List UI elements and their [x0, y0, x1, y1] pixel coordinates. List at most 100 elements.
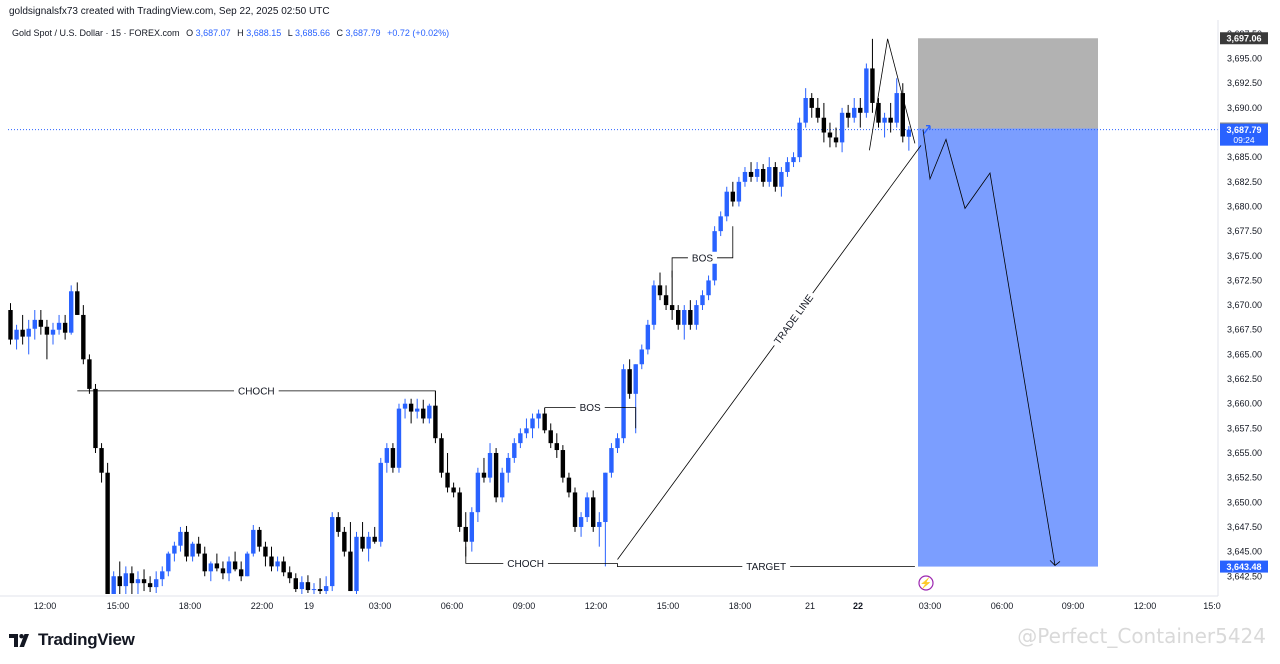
candle	[178, 526, 183, 552]
price-tick-label: 3,675.00	[1227, 251, 1262, 261]
candle	[330, 512, 335, 592]
price-chart[interactable]: CHOCH CHOCH BOS BOS TARGET TRADE LINE ⚡ …	[0, 20, 1280, 616]
candle	[427, 403, 432, 424]
candle-body	[281, 561, 286, 573]
candle-body	[117, 576, 122, 587]
candle	[882, 112, 887, 138]
tradingview-logo[interactable]: TradingView	[9, 630, 135, 650]
price-tick-label: 3,665.00	[1227, 349, 1262, 359]
svg-text:Gold Spot / U.S. Dollar · 15 ·: Gold Spot / U.S. Dollar · 15 · FOREX.com…	[12, 28, 449, 38]
candle-body	[293, 578, 298, 590]
stop-price-badge: 3,697.06	[1220, 32, 1268, 45]
candle	[402, 398, 408, 419]
candle	[202, 546, 207, 577]
candle-body	[767, 167, 772, 182]
candle	[748, 162, 754, 182]
candle-body	[639, 349, 644, 365]
candle-body	[518, 433, 523, 444]
candle-body	[603, 472, 608, 523]
candle	[311, 583, 317, 594]
candle-body	[475, 472, 481, 513]
candle-body	[457, 492, 462, 527]
projection-path	[922, 129, 1056, 566]
candle	[226, 556, 232, 582]
time-tick-label: 12:00	[34, 601, 57, 611]
candle	[870, 38, 875, 113]
candle-body	[803, 98, 808, 123]
candle	[87, 354, 92, 394]
candle-body	[773, 167, 778, 187]
candle-body	[129, 573, 135, 584]
candle-body	[87, 359, 92, 389]
candle-body	[184, 531, 189, 557]
candle	[20, 314, 25, 345]
candle-body	[44, 326, 50, 335]
candle-body	[499, 472, 505, 498]
legend-open-value: 3,687.07	[196, 28, 231, 38]
candle-body	[864, 68, 869, 113]
candle	[56, 314, 62, 335]
tradingview-logo-icon	[9, 633, 33, 647]
lightning-icon[interactable]	[918, 575, 934, 591]
candle-body	[190, 543, 195, 557]
candle	[263, 541, 268, 567]
candle-body	[754, 169, 760, 177]
candle	[366, 531, 371, 562]
candle	[657, 272, 663, 301]
plot-area[interactable]: CHOCH CHOCH BOS BOS TARGET TRADE LINE ⚡	[8, 38, 1218, 594]
trade-line	[617, 145, 922, 560]
time-axis[interactable]: 12:00 15:00 18:00 22:00 19 03:00 06:00 09:00 12:…	[0, 595, 1221, 611]
time-tick-label: 03:00	[919, 601, 942, 611]
price-tick-label: 3,645.00	[1227, 547, 1262, 557]
annotations	[77, 38, 1061, 567]
candle-body	[305, 582, 311, 591]
candle	[730, 181, 736, 207]
candle-body	[147, 583, 153, 588]
time-tick-label: 21	[805, 601, 815, 611]
candle-body	[736, 181, 742, 202]
candle-body	[439, 438, 444, 473]
candle-body	[360, 536, 365, 549]
lightning-glyph: ⚡	[920, 577, 932, 590]
candle	[888, 102, 893, 133]
candle-body	[275, 561, 280, 567]
time-axis-ticks: 12:00 15:00 18:00 22:00 19 03:00 06:00 09:00 12:…	[34, 601, 1221, 611]
candle	[457, 487, 462, 532]
candle	[821, 102, 827, 143]
candle	[578, 512, 584, 537]
candle-body	[621, 369, 626, 439]
candle	[172, 541, 177, 562]
candle-body	[724, 191, 729, 217]
candle	[700, 290, 705, 311]
current-price-badge-text: 3,687.79	[1226, 125, 1261, 135]
price-tick-label: 3,667.50	[1227, 325, 1262, 335]
candle	[390, 443, 396, 473]
candle	[342, 526, 347, 557]
price-tick-label: 3,680.00	[1227, 201, 1262, 211]
candle	[572, 487, 578, 532]
target-line	[617, 563, 915, 567]
candle-body	[894, 93, 899, 123]
price-tick-label: 3,662.50	[1227, 374, 1262, 384]
candle	[688, 300, 693, 330]
candle-body	[487, 452, 493, 478]
candle	[864, 63, 869, 118]
candle	[281, 556, 286, 577]
lightning-event-icon[interactable]: ⚡	[918, 575, 934, 591]
chart-header: goldsignalsfx73 created with TradingView…	[0, 0, 1280, 20]
price-tick-label: 3,647.50	[1227, 522, 1262, 532]
candle-body	[694, 305, 699, 325]
candle	[597, 512, 602, 547]
price-axis[interactable]: 3,642.50 3,645.00 3,647.50 3,650.00 3,652.50…	[1217, 20, 1268, 596]
candle-body	[663, 295, 669, 306]
choch-label-2: CHOCH	[507, 559, 544, 570]
candle-body	[481, 472, 487, 478]
candle	[26, 319, 31, 355]
candle-body	[833, 137, 839, 143]
candle	[190, 541, 195, 562]
candle-body	[591, 497, 596, 527]
candle-body	[354, 536, 359, 592]
price-tick-label: 3,695.00	[1227, 54, 1262, 64]
candle-body	[245, 553, 250, 577]
candle-body	[421, 408, 426, 419]
